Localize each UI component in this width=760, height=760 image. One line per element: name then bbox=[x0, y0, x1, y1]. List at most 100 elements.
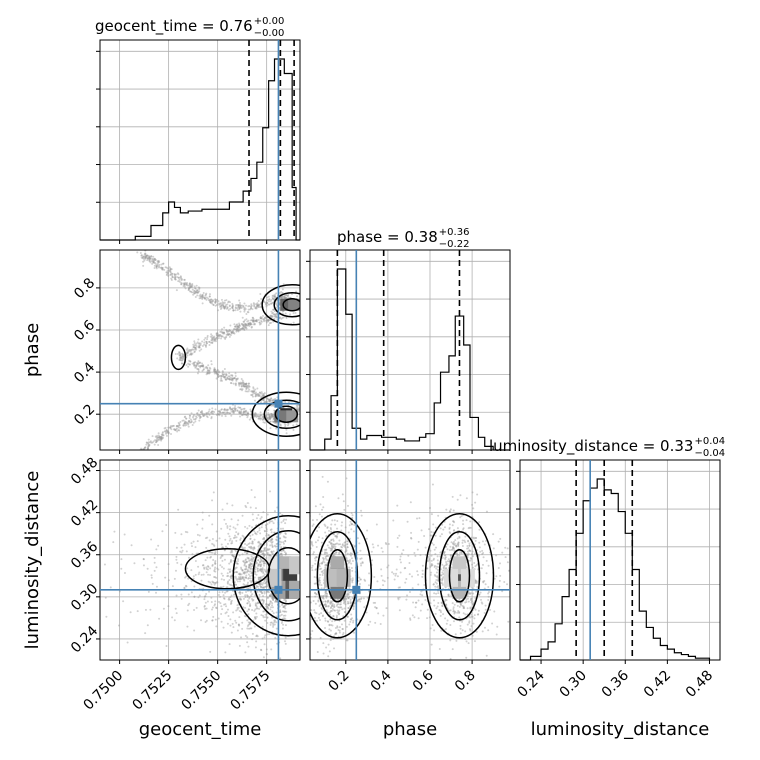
sample-point bbox=[227, 532, 230, 535]
sample-point bbox=[179, 421, 182, 424]
sample-point bbox=[204, 559, 207, 562]
sample-point bbox=[223, 578, 226, 581]
sample-point bbox=[266, 548, 269, 551]
sample-point bbox=[268, 548, 271, 551]
sample-point bbox=[219, 307, 222, 310]
sample-point bbox=[361, 561, 364, 564]
sample-point bbox=[152, 255, 155, 258]
sample-point bbox=[250, 581, 253, 584]
sample-point bbox=[446, 543, 449, 546]
sample-point bbox=[206, 371, 209, 374]
sample-point bbox=[273, 623, 276, 626]
sample-point bbox=[249, 546, 252, 549]
sample-point bbox=[245, 551, 248, 554]
sample-point bbox=[220, 612, 223, 615]
sample-point bbox=[262, 616, 265, 619]
sample-point bbox=[230, 577, 233, 580]
sample-point bbox=[154, 258, 157, 261]
sample-point bbox=[233, 325, 236, 328]
sample-point bbox=[262, 394, 265, 397]
sample-point bbox=[262, 537, 265, 540]
sample-point bbox=[216, 369, 219, 372]
sample-point bbox=[214, 562, 217, 565]
sample-point bbox=[193, 351, 196, 354]
sample-point bbox=[325, 558, 328, 561]
sample-point bbox=[209, 555, 212, 558]
sample-point bbox=[231, 504, 234, 507]
sample-point bbox=[208, 344, 211, 347]
sample-point bbox=[148, 260, 151, 263]
sample-point bbox=[251, 540, 254, 543]
sample-point bbox=[250, 323, 253, 326]
sample-point bbox=[136, 610, 139, 613]
sample-point bbox=[189, 290, 192, 293]
sample-point bbox=[193, 608, 196, 611]
sample-point bbox=[147, 450, 149, 452]
sample-point bbox=[207, 410, 210, 413]
sample-point bbox=[256, 585, 259, 588]
sample-point bbox=[251, 632, 254, 635]
sample-point bbox=[169, 267, 172, 270]
sample-point bbox=[228, 643, 231, 646]
sample-point bbox=[241, 577, 244, 580]
sample-point bbox=[246, 625, 249, 628]
sample-point bbox=[245, 312, 248, 315]
sample-point bbox=[232, 410, 235, 413]
sample-point bbox=[280, 622, 283, 625]
sample-point bbox=[347, 607, 350, 610]
sample-point bbox=[230, 518, 233, 521]
sample-point bbox=[189, 352, 192, 355]
sample-point bbox=[201, 527, 204, 530]
sample-point bbox=[224, 591, 227, 594]
sample-point bbox=[260, 516, 263, 519]
sample-point bbox=[210, 596, 213, 599]
sample-point bbox=[234, 384, 237, 387]
sample-point bbox=[284, 642, 287, 645]
sample-point bbox=[212, 491, 215, 494]
sample-point bbox=[434, 546, 437, 549]
sample-point bbox=[259, 561, 262, 564]
sample-point bbox=[435, 579, 438, 582]
sample-point bbox=[224, 612, 227, 615]
sample-point bbox=[220, 298, 223, 301]
sample-point bbox=[185, 363, 188, 366]
sample-point bbox=[140, 254, 143, 257]
sample-point bbox=[451, 648, 454, 651]
sample-point bbox=[448, 523, 451, 526]
sample-point bbox=[441, 583, 444, 586]
sample-point bbox=[254, 532, 257, 535]
sample-point bbox=[241, 621, 244, 624]
sample-point bbox=[186, 625, 189, 628]
sample-point bbox=[199, 295, 202, 298]
sample-point bbox=[474, 501, 477, 504]
sample-point bbox=[253, 625, 256, 628]
sample-point bbox=[167, 579, 170, 582]
sample-point bbox=[261, 637, 264, 640]
sample-point bbox=[198, 297, 201, 300]
sample-point bbox=[154, 258, 157, 261]
sample-point bbox=[176, 276, 179, 279]
sample-point bbox=[243, 579, 246, 582]
sample-point bbox=[223, 408, 226, 411]
sample-point bbox=[246, 501, 249, 504]
sample-point bbox=[220, 620, 223, 623]
sample-point bbox=[224, 415, 227, 418]
sample-point bbox=[191, 545, 194, 548]
sample-point bbox=[254, 319, 257, 322]
sample-point bbox=[343, 607, 346, 610]
sample-point bbox=[191, 553, 194, 556]
sample-point bbox=[232, 526, 235, 529]
sample-point bbox=[199, 297, 202, 300]
sample-point bbox=[144, 254, 147, 257]
sample-point bbox=[229, 624, 232, 627]
sample-point bbox=[203, 566, 206, 569]
sample-point bbox=[179, 276, 182, 279]
sample-point bbox=[279, 657, 282, 660]
sample-point bbox=[235, 327, 238, 330]
sample-point bbox=[234, 304, 237, 307]
sample-point bbox=[153, 267, 156, 270]
sample-point bbox=[198, 294, 201, 297]
sample-point bbox=[248, 524, 251, 527]
sample-point bbox=[203, 598, 206, 601]
sample-point bbox=[453, 529, 456, 532]
